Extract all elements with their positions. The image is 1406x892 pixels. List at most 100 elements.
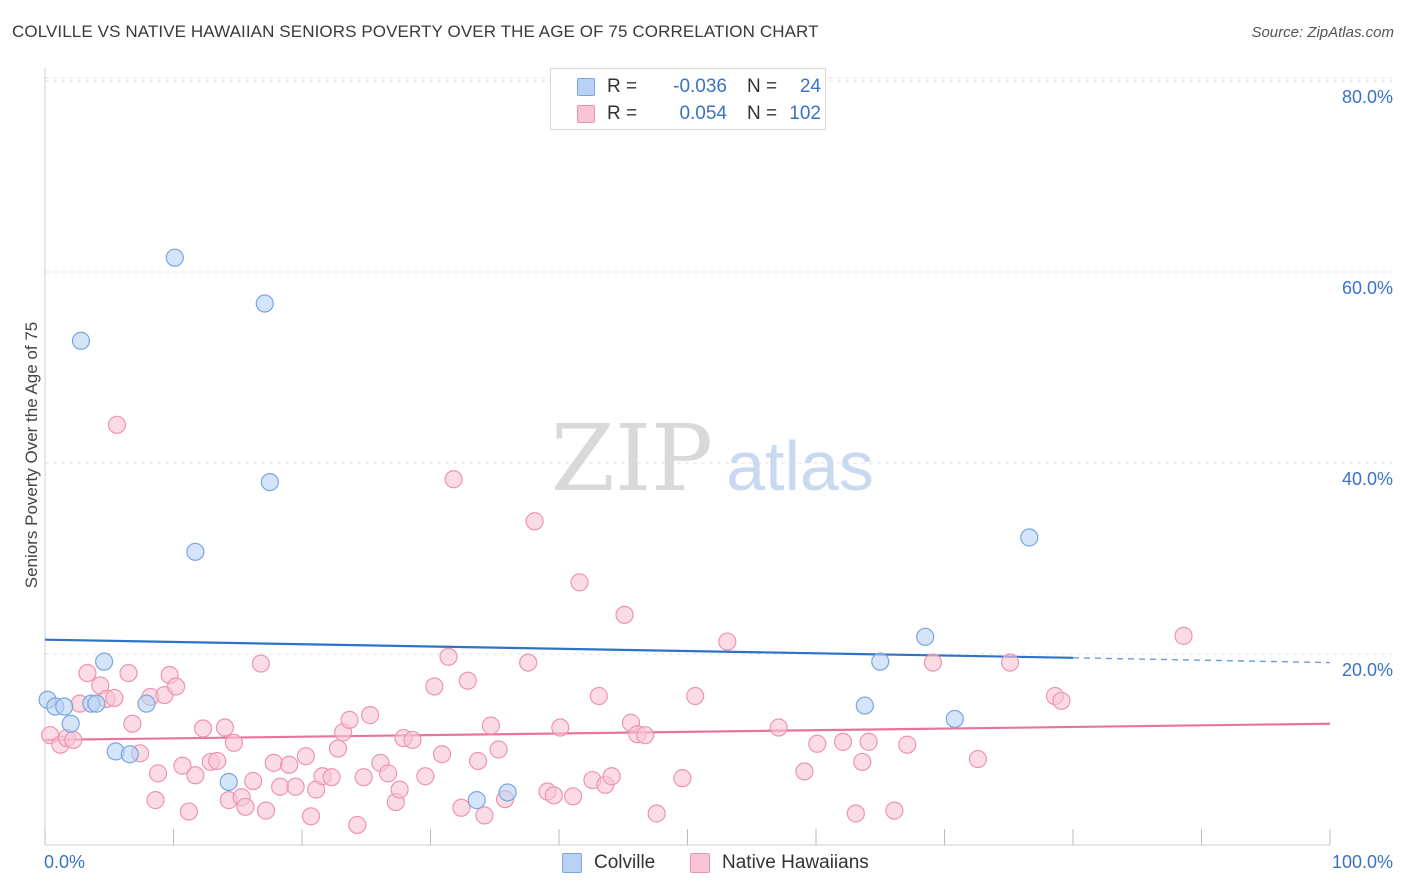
- r-label: R =: [607, 103, 638, 124]
- colville-point: [71, 331, 91, 350]
- legend-item-native-hawaiians[interactable]: Native Hawaiians: [690, 852, 869, 874]
- legend-item-colville[interactable]: Colville: [562, 852, 655, 874]
- colville-point: [1020, 528, 1039, 547]
- hawaiian-point: [146, 791, 165, 810]
- r-label: R =: [607, 76, 638, 97]
- y-tick-label: 80.0%: [1341, 87, 1393, 107]
- hawaiian-point: [481, 716, 500, 735]
- hawaiian-point: [525, 512, 544, 531]
- hawaiian-point: [148, 764, 168, 783]
- trend-layer: [44, 638, 1331, 742]
- chart-source: Source: ZipAtlas.com: [1251, 24, 1394, 41]
- colville-point: [871, 652, 890, 671]
- y-tick-label: 20.0%: [1341, 660, 1393, 680]
- hawaiian-point: [236, 797, 255, 816]
- hawaiian-point: [425, 677, 444, 696]
- watermark-atlas: atlas: [726, 427, 874, 505]
- hawaiian-point: [1000, 653, 1020, 672]
- hawaiian-point: [328, 739, 348, 758]
- colville-point: [255, 294, 274, 313]
- hawaiian-point: [224, 733, 243, 752]
- x-tick-label: 0.0%: [44, 852, 86, 872]
- hawaiian-point: [833, 732, 853, 751]
- hawaiian-point: [296, 747, 315, 766]
- hawaiian-point: [468, 751, 488, 771]
- colville-point: [55, 697, 74, 716]
- points-layer: [38, 248, 1193, 835]
- hawaiian-point: [322, 768, 341, 787]
- hawaiian-point: [923, 653, 943, 672]
- axis-layer: [44, 68, 1331, 846]
- colville-point: [61, 714, 80, 733]
- hawaiian-point: [673, 769, 692, 788]
- x-tick-label: 100.0%: [1331, 852, 1393, 872]
- colville-point: [120, 745, 139, 764]
- hawaiian-point: [348, 815, 367, 835]
- hawaiian-point: [378, 764, 398, 783]
- correlation-legend: R = -0.036 N = 24 R = 0.054 N = 102: [550, 68, 826, 130]
- hawaiian-point: [244, 771, 263, 791]
- n-label: N =: [747, 76, 778, 97]
- hawaiian-point: [458, 671, 477, 690]
- hawaiian-point: [105, 688, 124, 708]
- colville-point: [219, 772, 238, 792]
- hawaiian-point: [193, 719, 213, 738]
- colville-trend-line: [44, 638, 1074, 659]
- hawaiian-point: [570, 573, 589, 592]
- hawaiian-point: [166, 677, 186, 696]
- grid-layer: [45, 77, 1392, 655]
- hawaiian-point: [215, 718, 234, 737]
- r-value: -0.036: [673, 76, 727, 97]
- hawaiian-point: [173, 756, 192, 775]
- hawaiian-point: [475, 806, 494, 825]
- series-legend: Colville Native Hawaiians: [0, 852, 1406, 878]
- y-tick-label: 60.0%: [1341, 278, 1393, 298]
- hawaiian-swatch: [577, 105, 595, 123]
- watermark: ZIP atlas: [551, 405, 874, 512]
- hawaiian-point: [439, 647, 458, 666]
- hawaiian-point: [519, 653, 538, 672]
- hawaiian-point: [119, 663, 138, 683]
- colville-point: [855, 696, 874, 715]
- colville-point: [916, 627, 935, 646]
- colville-point: [945, 709, 964, 729]
- colville-point: [165, 248, 184, 267]
- hawaiian-point: [416, 767, 435, 786]
- hawaiian-point: [256, 801, 276, 820]
- hawaiian-point: [769, 718, 788, 737]
- hawaiian-point: [251, 654, 270, 673]
- hawaiian-point: [718, 632, 737, 651]
- y-tick-label: 40.0%: [1341, 469, 1393, 489]
- hawaiian-point: [179, 802, 199, 821]
- n-label: N =: [747, 103, 778, 124]
- r-value: 0.054: [679, 103, 727, 124]
- legend-label-colville: Colville: [594, 852, 656, 873]
- colville-trend-extension: [1072, 657, 1331, 664]
- hawaiian-point: [489, 740, 508, 759]
- n-value: 24: [799, 76, 821, 97]
- hawaiian-point: [403, 730, 422, 750]
- hawaiian-point: [808, 734, 827, 753]
- hawaiian-point: [1052, 691, 1071, 710]
- hawaiian-point: [186, 766, 205, 785]
- hawaiian-point: [968, 749, 988, 769]
- hawaiian-point: [1174, 626, 1193, 645]
- legend-row-hawaiian: R = 0.054 N = 102: [551, 101, 821, 127]
- hawaiian-point: [78, 663, 97, 683]
- hawaiian-point: [390, 780, 409, 799]
- hawaiian-trend-line: [44, 722, 1331, 742]
- hawaiian-point: [551, 718, 570, 737]
- chart-title: COLVILLE VS NATIVE HAWAIIAN SENIORS POVE…: [12, 22, 819, 41]
- watermark-zip: ZIP: [551, 405, 713, 512]
- hawaiian-point: [647, 804, 666, 823]
- hawaiian-point: [602, 767, 621, 786]
- hawaiian-point: [452, 798, 471, 817]
- n-value: 102: [789, 103, 821, 124]
- hawaiian-point: [686, 686, 705, 706]
- colville-point: [87, 694, 106, 713]
- colville-point: [498, 783, 517, 802]
- hawaiian-point: [301, 807, 321, 826]
- colville-swatch: [577, 78, 595, 96]
- hawaiian-point: [564, 787, 583, 806]
